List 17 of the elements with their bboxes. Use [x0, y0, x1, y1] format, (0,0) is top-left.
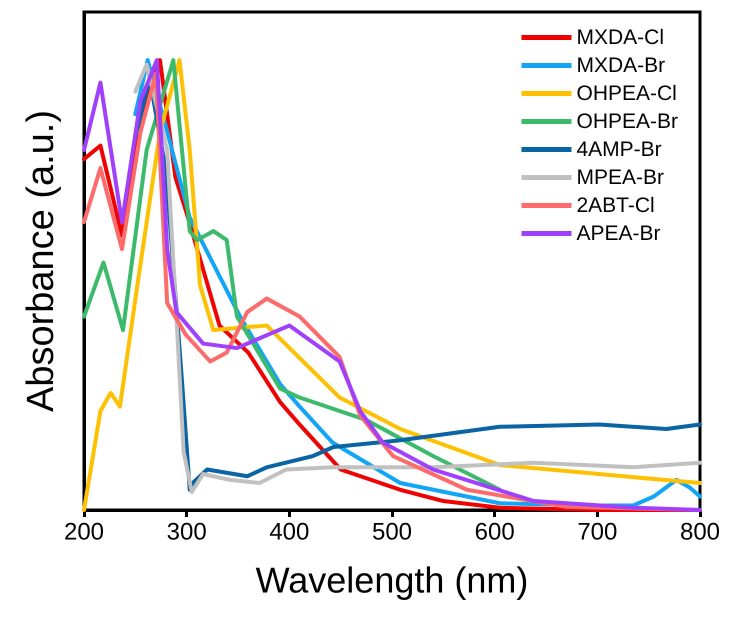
- legend-label: MXDA-Cl: [576, 26, 664, 49]
- x-tick-label: 800: [680, 518, 720, 546]
- x-tick-label: 300: [166, 518, 207, 546]
- legend-label: OHPEA-Cl: [576, 82, 677, 105]
- legend-label: APEA-Br: [576, 222, 661, 245]
- legend-label: 2ABT-Cl: [576, 194, 655, 217]
- x-tick-label: 500: [372, 518, 412, 546]
- x-tick-label: 200: [64, 518, 104, 546]
- x-axis-title: Wavelength (nm): [256, 560, 528, 600]
- legend-label: MXDA-Br: [576, 54, 666, 77]
- legend-label: OHPEA-Br: [576, 110, 678, 133]
- y-axis-title: Absorbance (a.u.): [20, 110, 62, 412]
- x-tick-label: 600: [474, 518, 515, 546]
- x-tick-label: 400: [269, 518, 310, 546]
- x-tick-label: 700: [577, 518, 618, 546]
- legend-label: MPEA-Br: [576, 166, 664, 189]
- legend-label: 4AMP-Br: [576, 138, 662, 161]
